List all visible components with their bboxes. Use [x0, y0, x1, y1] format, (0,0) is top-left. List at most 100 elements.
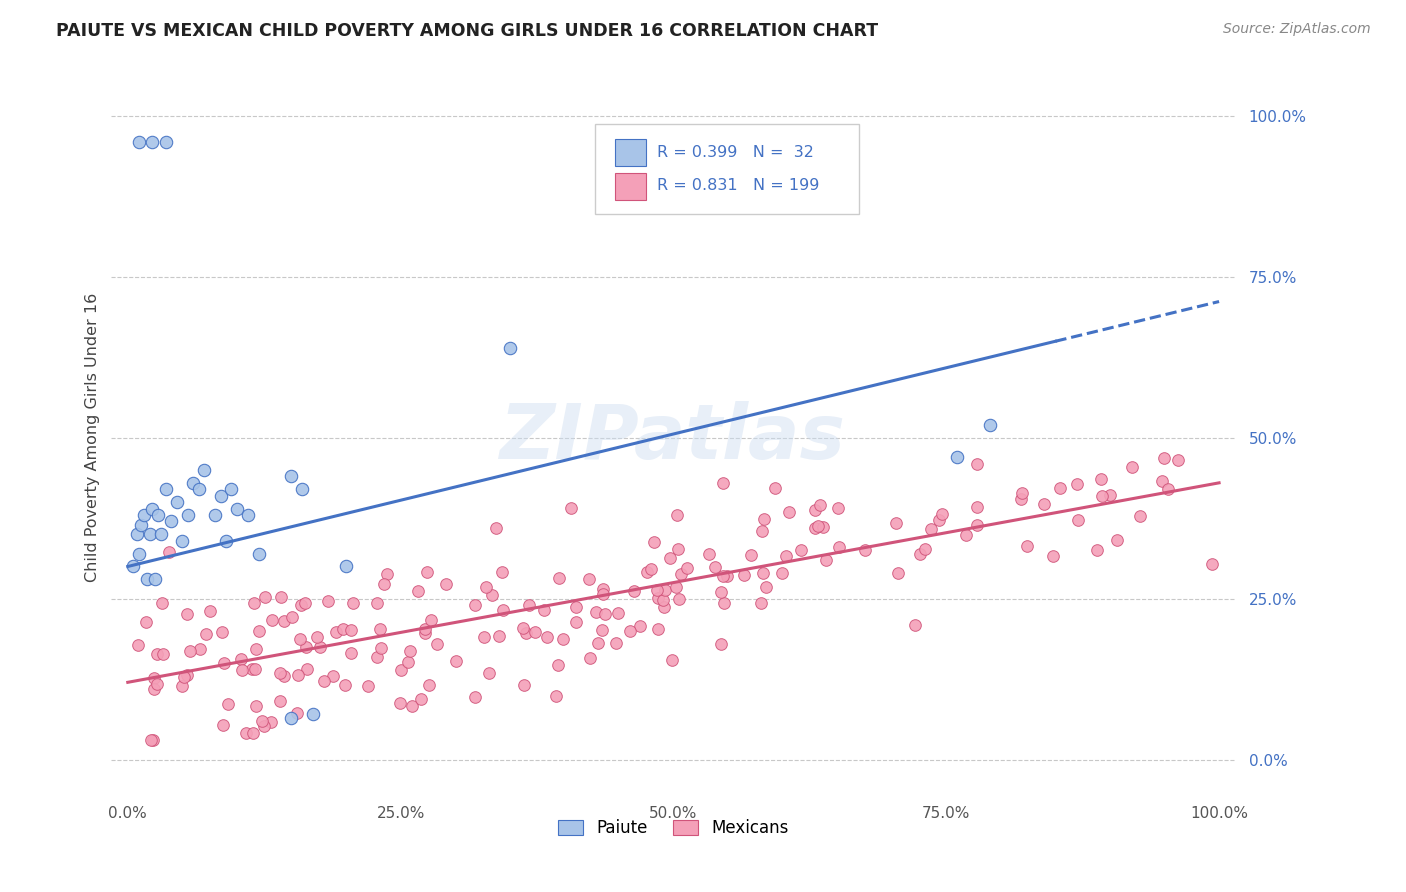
Point: [204, 508, 226, 522]
Point: [340, 647, 363, 661]
Point: [588, 636, 610, 650]
Point: [420, 613, 443, 627]
Point: [270, 590, 292, 604]
Point: [607, 607, 630, 621]
Point: [434, 577, 457, 591]
Point: [122, 559, 145, 574]
Point: [661, 653, 683, 667]
Point: [295, 662, 318, 676]
Point: [188, 641, 211, 656]
Point: [564, 615, 586, 629]
Point: [592, 582, 614, 596]
Point: [966, 500, 988, 515]
Point: [409, 691, 432, 706]
Point: [1067, 513, 1090, 527]
Point: [179, 644, 201, 658]
Point: [565, 600, 588, 615]
Point: [1090, 472, 1112, 486]
Point: [464, 690, 486, 704]
Point: [668, 592, 690, 607]
Point: [418, 678, 440, 692]
Point: [979, 417, 1001, 432]
Point: [884, 516, 907, 530]
Point: [652, 600, 675, 615]
Point: [416, 565, 439, 579]
Point: [136, 573, 159, 587]
Point: [288, 632, 311, 646]
Point: [143, 573, 166, 587]
Point: [676, 560, 699, 574]
Point: [247, 624, 270, 638]
Point: [240, 662, 263, 676]
Point: [605, 636, 627, 650]
Point: [287, 706, 309, 720]
Point: [231, 652, 253, 666]
Point: [481, 588, 503, 602]
Point: [415, 626, 437, 640]
Point: [920, 523, 942, 537]
Point: [955, 528, 977, 542]
Point: [478, 665, 501, 680]
Point: [524, 625, 547, 640]
Point: [181, 475, 204, 490]
Point: [245, 699, 267, 714]
Point: [770, 566, 793, 580]
Point: [1066, 476, 1088, 491]
Point: [426, 637, 449, 651]
Point: [375, 567, 398, 582]
Point: [316, 594, 339, 608]
Point: [491, 566, 513, 580]
Point: [176, 607, 198, 622]
Point: [485, 521, 508, 535]
Point: [247, 547, 270, 561]
Point: [143, 671, 166, 685]
Point: [547, 657, 569, 672]
Point: [127, 638, 149, 652]
Point: [966, 518, 988, 533]
Point: [129, 517, 152, 532]
Point: [368, 623, 391, 637]
Point: [254, 591, 277, 605]
Point: [1157, 483, 1180, 497]
Point: [666, 541, 689, 556]
Point: [855, 543, 877, 558]
FancyBboxPatch shape: [595, 124, 859, 214]
Point: [146, 677, 169, 691]
Point: [173, 670, 195, 684]
Point: [827, 500, 849, 515]
Point: [215, 533, 238, 548]
Point: [408, 584, 430, 599]
Point: [512, 621, 534, 635]
Text: ZIPatlas: ZIPatlas: [501, 401, 846, 475]
Point: [357, 679, 380, 693]
Point: [886, 566, 908, 581]
Y-axis label: Child Poverty Among Girls Under 16: Child Poverty Among Girls Under 16: [86, 293, 100, 582]
Point: [217, 697, 239, 711]
Point: [325, 625, 347, 640]
Point: [396, 656, 419, 670]
Point: [464, 599, 486, 613]
Point: [339, 623, 361, 637]
Point: [138, 527, 160, 541]
Point: [195, 627, 218, 641]
Point: [342, 596, 364, 610]
Point: [125, 527, 148, 541]
Point: [710, 637, 733, 651]
Point: [273, 615, 295, 629]
Bar: [614, 138, 647, 166]
Point: [704, 560, 727, 574]
Point: [335, 559, 357, 574]
Point: [155, 483, 177, 497]
Point: [366, 650, 388, 665]
Point: [711, 476, 734, 491]
Point: [585, 605, 607, 619]
Point: [260, 715, 283, 730]
Point: [904, 617, 927, 632]
Point: [512, 678, 534, 692]
Point: [273, 668, 295, 682]
Point: [212, 718, 235, 732]
Point: [671, 566, 693, 581]
Point: [128, 135, 150, 149]
Text: Source: ZipAtlas.com: Source: ZipAtlas.com: [1223, 22, 1371, 37]
Point: [578, 572, 600, 586]
